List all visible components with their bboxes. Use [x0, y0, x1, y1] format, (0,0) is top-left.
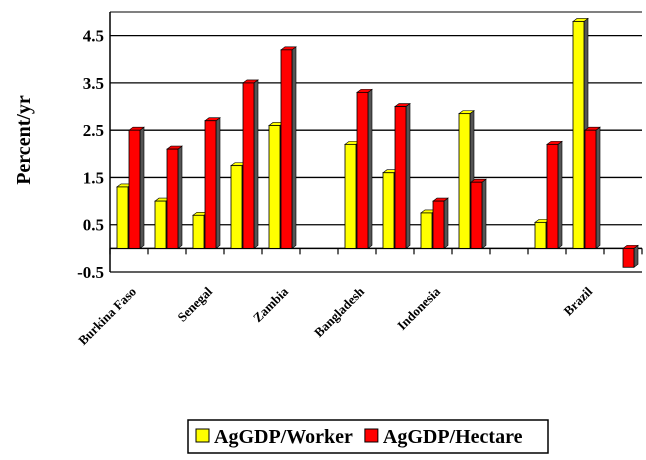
bar — [204, 120, 217, 249]
bar — [622, 247, 635, 268]
bar — [584, 129, 597, 249]
y-tick-label: 0.5 — [83, 216, 104, 235]
bar-side — [595, 126, 601, 249]
bar-side — [633, 244, 639, 268]
bar — [242, 82, 255, 249]
legend-label: AgGDP/Worker — [214, 426, 353, 448]
bar — [344, 143, 357, 249]
bar — [192, 214, 205, 249]
x-tick-label: Burkina Faso — [75, 284, 139, 348]
bar — [116, 186, 129, 249]
bar-side — [405, 102, 411, 249]
bar — [394, 106, 407, 249]
bar-side — [557, 140, 563, 249]
bar-side — [215, 117, 221, 249]
legend-swatch — [364, 428, 379, 443]
bar — [546, 143, 559, 249]
bar — [280, 49, 293, 249]
bar — [458, 113, 471, 249]
bar — [534, 221, 547, 249]
bar-side — [291, 46, 297, 249]
y-tick-label: 4.5 — [83, 27, 104, 46]
bar — [128, 129, 141, 249]
bar — [432, 200, 445, 249]
bar — [154, 200, 167, 249]
y-tick-label: 3.5 — [83, 74, 104, 93]
x-tick-label: Senegal — [174, 284, 215, 325]
y-tick-label: -0.5 — [77, 263, 104, 282]
x-tick-label: Zambia — [250, 284, 292, 326]
bar-side — [443, 197, 449, 249]
y-tick-label: 1.5 — [83, 168, 104, 187]
x-tick-label: Brazil — [561, 284, 596, 319]
legend-label: AgGDP/Hectare — [383, 426, 523, 448]
bar-side — [177, 145, 183, 249]
bar-side — [253, 79, 259, 249]
bar-side — [481, 178, 487, 249]
bar — [382, 172, 395, 249]
x-tick-label: Bangladesh — [311, 283, 368, 340]
bar — [420, 212, 433, 249]
bar — [356, 91, 369, 249]
x-tick-label: Indonesia — [394, 284, 443, 333]
y-tick-label: 2.5 — [83, 121, 104, 140]
y-axis-label: Percent/yr — [13, 95, 35, 185]
bar — [572, 21, 585, 249]
bar — [268, 125, 281, 249]
bar-side — [367, 88, 373, 249]
bar-side — [139, 126, 145, 249]
bar — [470, 181, 483, 249]
legend-swatch — [195, 428, 210, 443]
bar — [230, 165, 243, 249]
bar — [166, 148, 179, 249]
